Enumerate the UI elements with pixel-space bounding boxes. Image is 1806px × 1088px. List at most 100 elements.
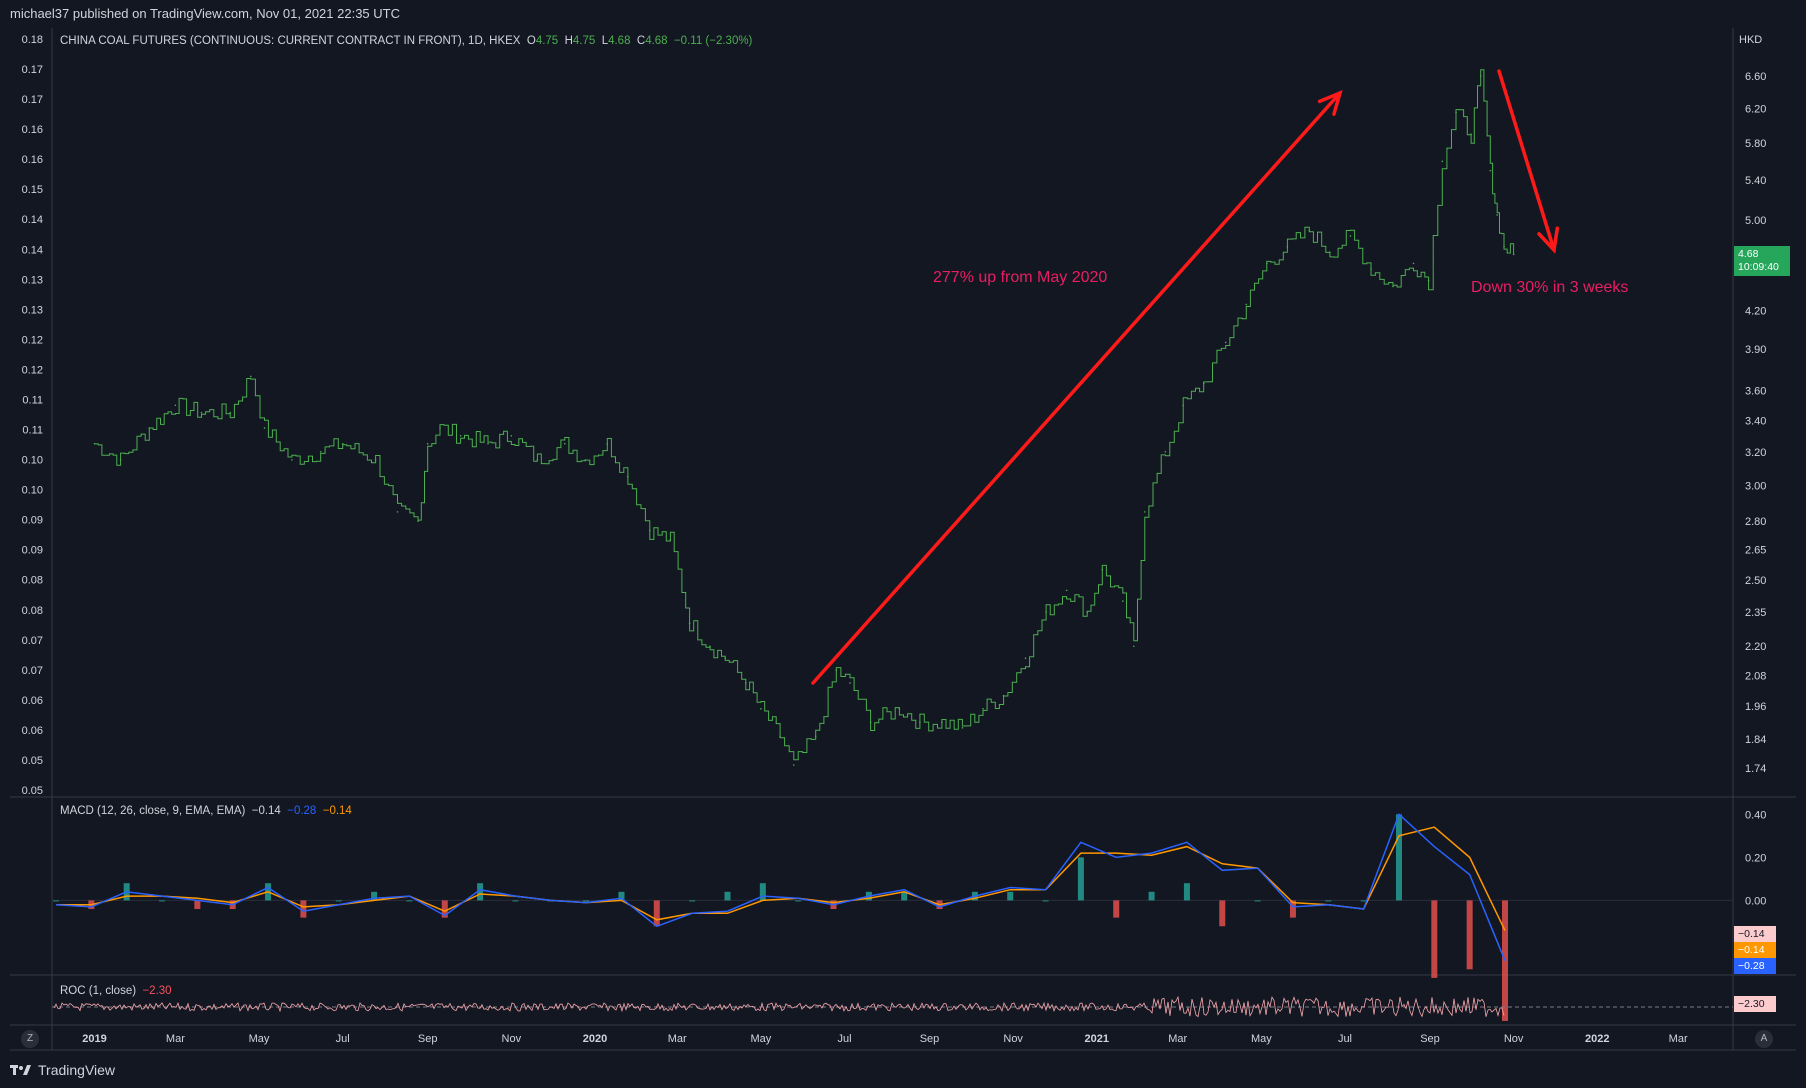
macd-histogram-bar (335, 900, 342, 902)
last-price-value: 4.68 (1738, 248, 1759, 260)
price-point (669, 539, 672, 541)
price-line (94, 69, 1515, 761)
zoom-button[interactable]: Z (21, 1030, 39, 1048)
macd-histogram-bar (618, 891, 625, 901)
macd-histogram-bar (1325, 900, 1332, 902)
price-point (919, 721, 921, 724)
price-point (319, 450, 322, 453)
price-point (584, 459, 587, 461)
price-point (649, 529, 651, 532)
price-point (439, 427, 441, 429)
x-axis-tick: Mar (668, 1033, 687, 1045)
roc-label[interactable]: ROC (1, close) (60, 985, 137, 997)
x-axis-tick: May (750, 1033, 771, 1045)
last-price-tag: 4.68 10:09:40 (1734, 246, 1790, 276)
price-point (709, 645, 711, 648)
right-axis-tick: 1.74 (1745, 763, 1766, 775)
low-value: 4.68 (608, 35, 631, 47)
up-arrow (811, 89, 1343, 685)
macd-histogram-bar (1183, 883, 1190, 901)
price-point (688, 622, 691, 624)
bar-countdown: 10:09:40 (1738, 261, 1779, 273)
price-point (1427, 279, 1430, 282)
price-point (849, 682, 851, 684)
macd-histogram-bar (406, 900, 413, 902)
price-point (174, 404, 177, 407)
x-axis-tick: 2020 (583, 1033, 607, 1045)
macd-histogram-bar (159, 900, 166, 902)
price-point (1133, 645, 1135, 648)
price-point (1503, 245, 1505, 248)
open-label: O (526, 35, 536, 47)
x-axis-tick: Sep (418, 1033, 438, 1045)
right-axis-tick: 2.65 (1745, 545, 1766, 557)
annotation-down[interactable]: Down 30% in 3 weeks (1471, 279, 1629, 296)
right-axis-tick: 3.40 (1745, 415, 1766, 427)
macd-histogram-bar (300, 900, 307, 918)
macd-histogram-bar (1431, 900, 1438, 978)
x-axis-tick: 2019 (82, 1033, 106, 1045)
left-axis-tick: 0.07 (22, 665, 43, 677)
price-point (1245, 303, 1248, 306)
x-axis-tick: Sep (1420, 1033, 1440, 1045)
chart-frame (10, 28, 1796, 1051)
macd-histogram-bar (477, 883, 484, 901)
price-point (1101, 568, 1104, 571)
price-point (148, 427, 151, 429)
left-axis-tick: 0.14 (22, 214, 43, 226)
left-axis-tick: 0.08 (22, 575, 43, 587)
change-value: −0.11 (−2.30%) (673, 35, 753, 47)
price-point (417, 520, 419, 522)
close-label: C (636, 35, 646, 47)
open-value: 4.75 (535, 35, 559, 47)
price-point (510, 434, 513, 437)
roc-line (53, 995, 1505, 1018)
left-axis-tick: 0.12 (22, 364, 43, 376)
price-point (1086, 611, 1088, 613)
macd-signal-line (56, 826, 1506, 931)
chart-canvas[interactable]: 0.18 0.17 0.17 0.16 0.16 0.15 0.14 0.14 0.13 0.13… (0, 0, 1806, 1056)
x-axis-tick: Nov (1003, 1033, 1023, 1045)
macd-histogram-bar (441, 900, 448, 918)
price-point (627, 475, 629, 478)
price-point (606, 442, 609, 445)
auto-scale-button[interactable]: A (1755, 1030, 1773, 1048)
right-axis-tick: 1.96 (1745, 701, 1766, 713)
symbol-title[interactable]: CHINA COAL FUTURES (CONTINUOUS: CURRENT … (60, 35, 521, 47)
left-axis-tick: 0.08 (22, 605, 43, 617)
annotation-up[interactable]: 277% up from May 2020 (933, 269, 1108, 286)
price-point (536, 459, 539, 461)
price-point (1470, 133, 1472, 135)
tradingview-logo[interactable]: TradingView (10, 1062, 115, 1078)
macd-histogram-bar (724, 891, 731, 901)
price-point (1266, 262, 1268, 265)
down-arrow-head (1537, 226, 1560, 254)
macd-histogram-bar (1360, 900, 1367, 902)
x-axis-tick: 2021 (1085, 1033, 1109, 1045)
price-point (250, 375, 252, 378)
currency-label[interactable]: HKD (1735, 32, 1767, 48)
main-legend: CHINA COAL FUTURES (CONTINUOUS: CURRENT … (60, 35, 752, 47)
x-axis-tick: 2022 (1585, 1033, 1609, 1045)
roc-tag: −2.30 (1734, 996, 1776, 1012)
right-axis-tick: 3.90 (1745, 344, 1766, 356)
price-point (1286, 245, 1289, 248)
tradingview-logo-icon (10, 1065, 31, 1075)
right-axis-tick: 2.20 (1745, 641, 1766, 653)
price-point (459, 434, 462, 437)
x-axis-tick: Jul (336, 1033, 350, 1045)
price-point (1143, 511, 1146, 513)
price-point (1202, 382, 1205, 385)
macd-histogram-bar (512, 900, 519, 902)
x-axis-tick: May (249, 1033, 270, 1045)
macd-signal-tag: −0.14 (1734, 942, 1776, 958)
price-point (341, 442, 344, 445)
price-point (814, 735, 817, 737)
price-point (1024, 657, 1027, 659)
price-point (760, 708, 762, 710)
price-point (779, 735, 781, 737)
macd-label[interactable]: MACD (12, 26, close, 9, EMA, EMA) (60, 805, 246, 817)
price-point (1224, 341, 1227, 344)
left-axis-tick: 0.10 (22, 485, 43, 497)
left-axis-tick: 0.15 (22, 184, 43, 196)
